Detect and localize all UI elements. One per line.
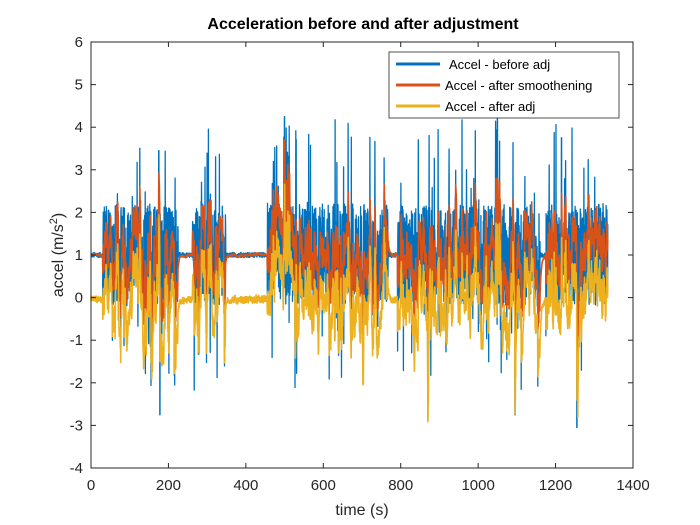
y-tick-label: -2 — [70, 375, 83, 392]
series-layer — [90, 115, 609, 429]
y-tick-label: 0 — [75, 290, 83, 307]
x-tick-label: 1200 — [539, 477, 572, 494]
x-tick-label: 200 — [156, 477, 181, 494]
y-tick-label: 3 — [75, 162, 83, 179]
x-tick-label: 1400 — [616, 477, 649, 494]
legend-label-smooth: Accel - after smoothening — [445, 78, 592, 93]
chart-title: Acceleration before and after adjustment — [207, 16, 519, 33]
legend-label-before: Accel - before adj — [449, 57, 550, 72]
y-tick-label: -4 — [70, 460, 83, 477]
ticks-layer: 0 200 400 600 800 1000 1200 1400 -4 -3 -2 -1 0 1 2 3 4 5 6 — [70, 34, 650, 494]
y-tick-label: 6 — [75, 34, 83, 51]
x-tick-label: 1000 — [461, 477, 494, 494]
legend-label-after: Accel - after adj — [445, 99, 535, 114]
y-tick-label: -3 — [70, 417, 83, 434]
y-axis-label-end: ) — [50, 213, 67, 218]
x-tick-label: 0 — [87, 477, 95, 494]
y-tick-label: 2 — [75, 204, 83, 221]
series-line-after — [90, 183, 609, 423]
legend: Accel - before adj Accel - after smoothe… — [388, 51, 620, 119]
x-tick-label: 600 — [311, 477, 336, 494]
y-axis-label-sup: 2 — [48, 218, 60, 224]
y-tick-label: 1 — [75, 247, 83, 264]
x-tick-label: 800 — [388, 477, 413, 494]
y-axis-label-main: accel (m/s — [50, 224, 67, 297]
y-axis-label: accel (m/s2) — [48, 213, 67, 297]
y-tick-label: 5 — [75, 77, 83, 94]
y-tick-label: -1 — [70, 332, 83, 349]
x-tick-label: 400 — [233, 477, 258, 494]
x-axis-label: time (s) — [335, 502, 388, 519]
y-tick-label: 4 — [75, 119, 83, 136]
